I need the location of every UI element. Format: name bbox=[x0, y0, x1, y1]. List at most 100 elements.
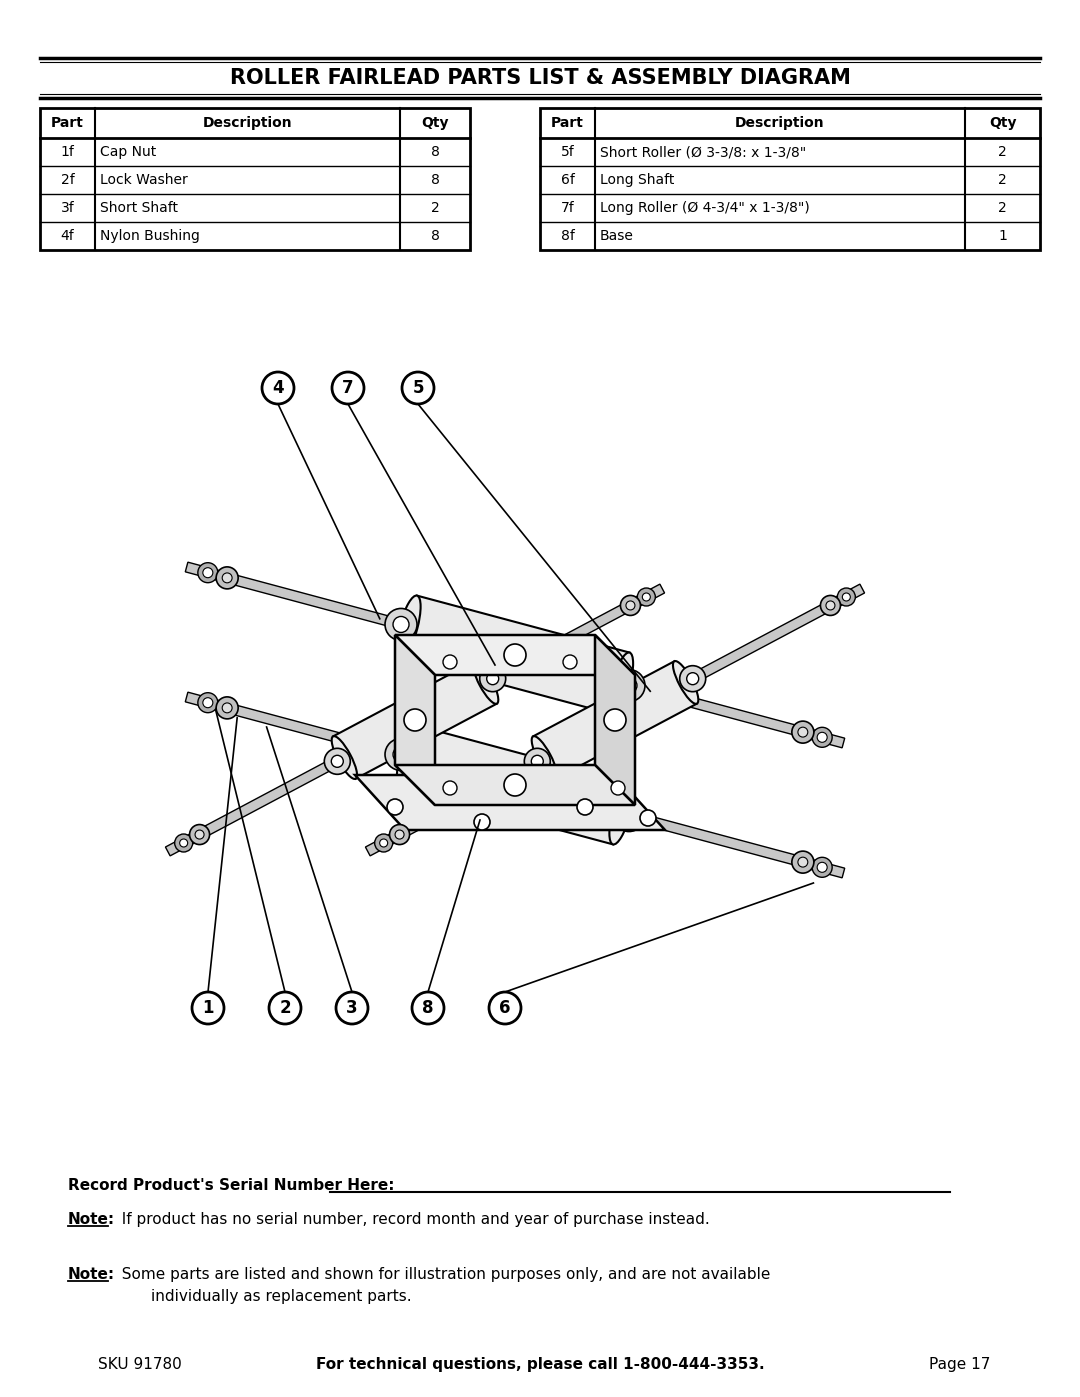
Circle shape bbox=[324, 749, 350, 774]
Circle shape bbox=[798, 858, 808, 868]
Text: Lock Washer: Lock Washer bbox=[100, 173, 188, 187]
Text: Cap Nut: Cap Nut bbox=[100, 145, 157, 159]
Text: 3f: 3f bbox=[60, 201, 75, 215]
Text: 8f: 8f bbox=[561, 229, 575, 243]
Ellipse shape bbox=[332, 736, 357, 780]
Circle shape bbox=[216, 567, 239, 590]
Circle shape bbox=[216, 697, 239, 719]
Text: Some parts are listed and shown for illustration purposes only, and are not avai: Some parts are listed and shown for illu… bbox=[112, 1267, 770, 1282]
Ellipse shape bbox=[673, 661, 699, 704]
Circle shape bbox=[818, 732, 827, 742]
Circle shape bbox=[818, 862, 827, 872]
Circle shape bbox=[792, 721, 814, 743]
Circle shape bbox=[504, 774, 526, 796]
Text: 6: 6 bbox=[499, 999, 511, 1017]
Ellipse shape bbox=[473, 661, 498, 704]
Text: Part: Part bbox=[51, 116, 84, 130]
Text: Note:: Note: bbox=[68, 1267, 116, 1282]
Circle shape bbox=[504, 644, 526, 666]
Circle shape bbox=[222, 703, 232, 712]
Text: Short Roller (Ø 3-3/8: x 1-3/8": Short Roller (Ø 3-3/8: x 1-3/8" bbox=[600, 145, 807, 159]
Polygon shape bbox=[401, 595, 630, 714]
Text: 5: 5 bbox=[413, 379, 423, 397]
Circle shape bbox=[269, 992, 301, 1024]
Circle shape bbox=[621, 807, 637, 824]
Circle shape bbox=[336, 992, 368, 1024]
Circle shape bbox=[198, 693, 218, 712]
Polygon shape bbox=[186, 692, 845, 877]
Text: 2f: 2f bbox=[60, 173, 75, 187]
Ellipse shape bbox=[609, 782, 633, 844]
Circle shape bbox=[393, 616, 409, 633]
Circle shape bbox=[474, 814, 490, 830]
Text: Description: Description bbox=[735, 116, 825, 130]
Circle shape bbox=[375, 834, 393, 852]
Circle shape bbox=[563, 655, 577, 669]
Polygon shape bbox=[365, 584, 865, 856]
Circle shape bbox=[812, 728, 833, 747]
Circle shape bbox=[620, 595, 640, 616]
Text: 8: 8 bbox=[431, 173, 440, 187]
Text: individually as replacement parts.: individually as replacement parts. bbox=[112, 1289, 411, 1303]
Text: Part: Part bbox=[551, 116, 584, 130]
Circle shape bbox=[195, 830, 204, 840]
Circle shape bbox=[604, 710, 626, 731]
Circle shape bbox=[812, 858, 833, 877]
Text: Long Roller (Ø 4-3/4" x 1-3/8"): Long Roller (Ø 4-3/4" x 1-3/8") bbox=[600, 201, 810, 215]
Circle shape bbox=[411, 992, 444, 1024]
Circle shape bbox=[386, 739, 417, 771]
Text: 2: 2 bbox=[998, 145, 1007, 159]
Circle shape bbox=[837, 588, 855, 606]
Text: 7: 7 bbox=[342, 379, 354, 397]
Text: 5f: 5f bbox=[561, 145, 575, 159]
Polygon shape bbox=[534, 661, 697, 778]
Polygon shape bbox=[165, 584, 664, 856]
Ellipse shape bbox=[531, 736, 557, 780]
Circle shape bbox=[190, 824, 210, 845]
Text: 8: 8 bbox=[431, 145, 440, 159]
Text: 6f: 6f bbox=[561, 173, 575, 187]
Circle shape bbox=[380, 840, 388, 847]
Text: Qty: Qty bbox=[989, 116, 1016, 130]
Text: Short Shaft: Short Shaft bbox=[100, 201, 178, 215]
Circle shape bbox=[489, 992, 521, 1024]
Text: 4f: 4f bbox=[60, 229, 75, 243]
Polygon shape bbox=[595, 636, 635, 805]
Circle shape bbox=[402, 372, 434, 404]
Text: Base: Base bbox=[600, 229, 634, 243]
Text: Note:: Note: bbox=[68, 1213, 116, 1227]
Text: 2: 2 bbox=[998, 201, 1007, 215]
Text: 1: 1 bbox=[998, 229, 1007, 243]
Circle shape bbox=[792, 851, 814, 873]
Text: 2: 2 bbox=[280, 999, 291, 1017]
Circle shape bbox=[393, 746, 409, 763]
Circle shape bbox=[626, 601, 635, 610]
Text: Long Shaft: Long Shaft bbox=[600, 173, 674, 187]
Circle shape bbox=[821, 595, 840, 616]
Circle shape bbox=[332, 756, 343, 767]
Circle shape bbox=[443, 781, 457, 795]
Circle shape bbox=[198, 563, 218, 583]
Text: 3: 3 bbox=[347, 999, 357, 1017]
Circle shape bbox=[640, 810, 656, 826]
Text: 7f: 7f bbox=[561, 201, 575, 215]
Text: If product has no serial number, record month and year of purchase instead.: If product has no serial number, record … bbox=[112, 1213, 710, 1227]
Ellipse shape bbox=[609, 652, 633, 714]
Circle shape bbox=[386, 609, 417, 640]
Circle shape bbox=[798, 728, 808, 738]
Text: 1f: 1f bbox=[60, 145, 75, 159]
Circle shape bbox=[262, 372, 294, 404]
Circle shape bbox=[687, 673, 699, 685]
Circle shape bbox=[443, 655, 457, 669]
Text: 2: 2 bbox=[431, 201, 440, 215]
Bar bbox=[540, 108, 1040, 250]
Text: 4: 4 bbox=[272, 379, 284, 397]
Text: 2: 2 bbox=[998, 173, 1007, 187]
Circle shape bbox=[577, 799, 593, 814]
Circle shape bbox=[637, 588, 656, 606]
Text: For technical questions, please call 1-800-444-3353.: For technical questions, please call 1-8… bbox=[315, 1356, 765, 1372]
Circle shape bbox=[524, 749, 551, 774]
Circle shape bbox=[387, 799, 403, 814]
Circle shape bbox=[332, 372, 364, 404]
Circle shape bbox=[531, 756, 543, 767]
